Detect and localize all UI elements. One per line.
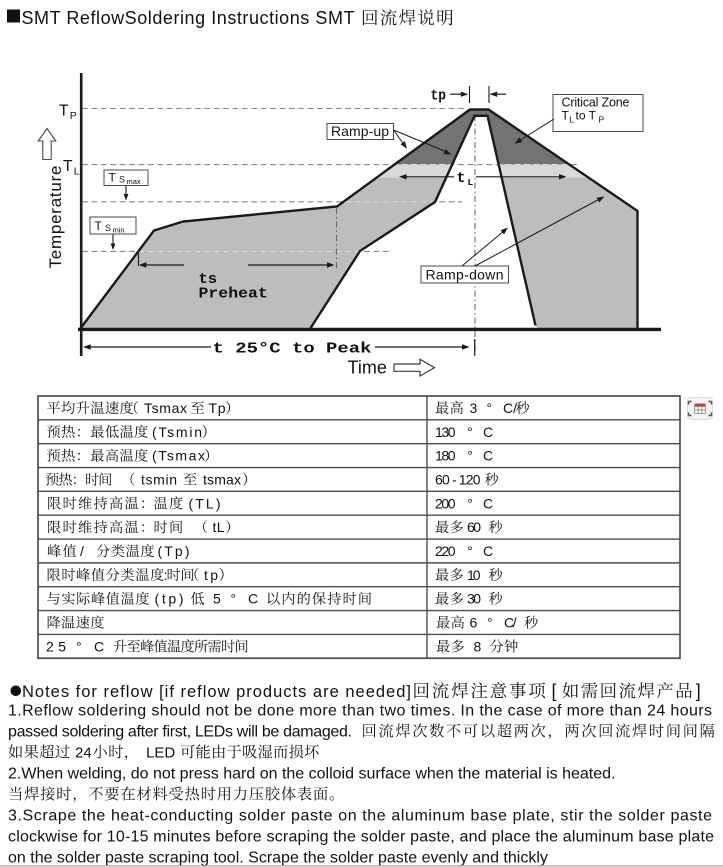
svg-text:C: C bbox=[248, 591, 258, 607]
svg-text:min: min bbox=[113, 225, 125, 234]
svg-text:°: ° bbox=[467, 495, 473, 511]
svg-text:L: L bbox=[468, 177, 474, 188]
svg-text:S: S bbox=[105, 223, 111, 233]
svg-text:°: ° bbox=[487, 615, 493, 631]
svg-text:Tp: Tp bbox=[209, 400, 226, 416]
svg-text:P: P bbox=[599, 114, 605, 124]
svg-text:C/: C/ bbox=[504, 615, 517, 631]
svg-text:T: T bbox=[109, 171, 117, 185]
svg-text:Time: Time bbox=[348, 358, 387, 378]
svg-text:Preheat: Preheat bbox=[199, 286, 268, 303]
svg-text:to T: to T bbox=[576, 109, 597, 123]
svg-text:tsmin: tsmin bbox=[141, 472, 177, 488]
svg-text:C/: C/ bbox=[503, 400, 517, 416]
svg-text:C: C bbox=[483, 495, 493, 511]
svg-text:200: 200 bbox=[435, 495, 456, 511]
svg-text:passed soldering after first,: passed soldering after first, LEDs will … bbox=[8, 723, 352, 740]
svg-text:30: 30 bbox=[467, 591, 481, 607]
svg-text:SMT ReflowSoldering Instructio: SMT ReflowSoldering Instructions SMT bbox=[22, 8, 355, 28]
svg-text:°: ° bbox=[487, 400, 493, 416]
svg-text:5: 5 bbox=[213, 591, 221, 607]
svg-text:on the solder paste scraping t: on the solder paste scraping tool. Scrap… bbox=[8, 849, 548, 866]
svg-text:LED: LED bbox=[146, 744, 175, 761]
svg-text:C: C bbox=[483, 448, 493, 464]
svg-text:S: S bbox=[119, 175, 125, 185]
svg-text:8: 8 bbox=[474, 638, 482, 654]
svg-text:130: 130 bbox=[435, 424, 456, 440]
svg-text:tL: tL bbox=[213, 519, 225, 535]
svg-text:C: C bbox=[483, 543, 493, 559]
svg-text:[: [ bbox=[552, 681, 557, 701]
svg-text:T: T bbox=[562, 109, 570, 123]
svg-text:C: C bbox=[94, 638, 104, 654]
svg-text:Tsmax: Tsmax bbox=[144, 400, 187, 416]
svg-text:tp: tp bbox=[431, 87, 447, 104]
svg-text:°: ° bbox=[231, 591, 237, 607]
svg-text:t: t bbox=[457, 170, 466, 187]
svg-text:L: L bbox=[570, 114, 575, 124]
svg-text:°: ° bbox=[76, 638, 82, 654]
svg-text:1.Reflow soldering should not: 1.Reflow soldering should not be done mo… bbox=[8, 702, 712, 719]
svg-text:T: T bbox=[63, 158, 73, 175]
svg-text:max: max bbox=[127, 177, 141, 186]
svg-text:Critical Zone: Critical Zone bbox=[562, 96, 630, 110]
svg-text:(Tsmin: (Tsmin bbox=[152, 424, 202, 440]
svg-text:°: ° bbox=[467, 424, 473, 440]
svg-text:220: 220 bbox=[435, 543, 456, 559]
svg-text:T: T bbox=[59, 103, 69, 120]
svg-text:6: 6 bbox=[470, 615, 478, 631]
svg-text:tsmax: tsmax bbox=[203, 472, 241, 488]
svg-text:3.Scrape the heat-conducting s: 3.Scrape the heat-conducting solder past… bbox=[8, 807, 712, 824]
svg-text:tp: tp bbox=[204, 567, 218, 583]
svg-text:2.When welding, do not press h: 2.When welding, do not press hard on the… bbox=[8, 765, 615, 782]
svg-text:ts: ts bbox=[199, 271, 218, 288]
svg-text:]: ] bbox=[696, 681, 701, 701]
svg-text::: : bbox=[164, 567, 168, 583]
svg-text:60: 60 bbox=[467, 519, 481, 535]
svg-text:°: ° bbox=[467, 448, 473, 464]
svg-text:P: P bbox=[70, 110, 77, 122]
svg-text:Notes for reflow [if reflow pr: Notes for reflow [if reflow products are… bbox=[22, 683, 411, 701]
svg-text:clockwise for 10-15 minutes be: clockwise for 10-15 minutes before scrap… bbox=[8, 828, 714, 845]
svg-text:t 25°C to Peak: t 25°C to Peak bbox=[213, 340, 372, 357]
svg-text:T: T bbox=[95, 219, 103, 233]
svg-text:Ramp-up: Ramp-up bbox=[331, 123, 389, 139]
svg-text:C: C bbox=[483, 424, 493, 440]
svg-text:L: L bbox=[74, 166, 80, 178]
svg-text:3: 3 bbox=[470, 400, 478, 416]
svg-text:24: 24 bbox=[75, 744, 92, 761]
svg-text:(Tsmax: (Tsmax bbox=[152, 448, 205, 464]
svg-text:10: 10 bbox=[467, 567, 481, 583]
svg-text:Ramp-down: Ramp-down bbox=[426, 266, 504, 282]
svg-text:Temperature: Temperature bbox=[46, 166, 65, 269]
svg-text:60 - 120: 60 - 120 bbox=[435, 472, 481, 488]
svg-text:(tp): (tp) bbox=[155, 591, 184, 607]
svg-text:/: / bbox=[80, 543, 84, 559]
svg-text:180: 180 bbox=[435, 448, 456, 464]
svg-text:°: ° bbox=[467, 543, 473, 559]
